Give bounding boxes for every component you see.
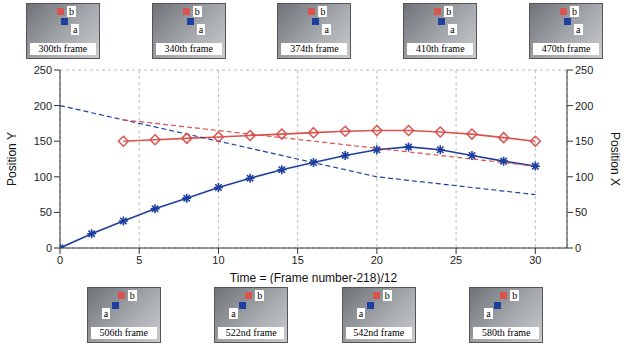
svg-text:200: 200 bbox=[34, 100, 52, 112]
svg-text:Position Y: Position Y bbox=[5, 132, 19, 186]
html-text:a: a bbox=[450, 24, 455, 35]
html-text:374th frame: 374th frame bbox=[290, 43, 339, 54]
html-text:522nd frame: 522nd frame bbox=[225, 327, 277, 338]
html-text:b: b bbox=[446, 6, 452, 17]
svg-text:30: 30 bbox=[529, 254, 541, 266]
svg-text:0: 0 bbox=[57, 254, 63, 266]
svg-text:5: 5 bbox=[136, 254, 142, 266]
html-text:b: b bbox=[384, 290, 390, 301]
html-text:a: a bbox=[103, 308, 109, 319]
html-text:a: a bbox=[576, 24, 581, 35]
html-text:580th frame: 580th frame bbox=[482, 327, 531, 338]
html-text:b: b bbox=[512, 290, 518, 301]
svg-text:200: 200 bbox=[575, 100, 593, 112]
html-text:a: a bbox=[324, 24, 329, 35]
html-text:470th frame: 470th frame bbox=[541, 43, 591, 54]
svg-text:100: 100 bbox=[34, 171, 52, 183]
svg-text:250: 250 bbox=[575, 64, 593, 76]
svg-text:250: 250 bbox=[34, 64, 52, 76]
html-text:410th frame: 410th frame bbox=[416, 43, 465, 54]
svg-text:50: 50 bbox=[575, 206, 587, 218]
html-text:a: a bbox=[72, 24, 78, 35]
html-text:b: b bbox=[572, 6, 578, 17]
html-text:a: a bbox=[486, 308, 491, 319]
svg-text:150: 150 bbox=[34, 135, 52, 147]
html-text:506th frame: 506th frame bbox=[99, 327, 148, 338]
svg-text:20: 20 bbox=[371, 254, 383, 266]
html-text:b: b bbox=[257, 290, 263, 301]
svg-text:0: 0 bbox=[575, 242, 581, 254]
svg-text:15: 15 bbox=[292, 254, 304, 266]
svg-text:Time = (Frame number-218)/12: Time = (Frame number-218)/12 bbox=[230, 271, 398, 284]
html-text:a: a bbox=[198, 24, 204, 35]
svg-text:25: 25 bbox=[450, 254, 462, 266]
html-text:300th frame: 300th frame bbox=[38, 43, 88, 54]
svg-text:Position X: Position X bbox=[608, 132, 622, 186]
html-text:a: a bbox=[358, 308, 364, 319]
html-text:b: b bbox=[194, 6, 200, 17]
svg-text:10: 10 bbox=[212, 254, 224, 266]
svg-text:150: 150 bbox=[575, 135, 593, 147]
svg-text:50: 50 bbox=[40, 206, 52, 218]
html-text:b: b bbox=[68, 6, 74, 17]
svg-text:100: 100 bbox=[575, 171, 593, 183]
html-text:b: b bbox=[320, 6, 326, 17]
svg-text:0: 0 bbox=[46, 242, 52, 254]
html-text:b: b bbox=[129, 290, 135, 301]
html-text:542nd frame: 542nd frame bbox=[353, 327, 405, 338]
html-text:340th frame: 340th frame bbox=[164, 43, 213, 54]
html-text:a: a bbox=[231, 308, 236, 319]
